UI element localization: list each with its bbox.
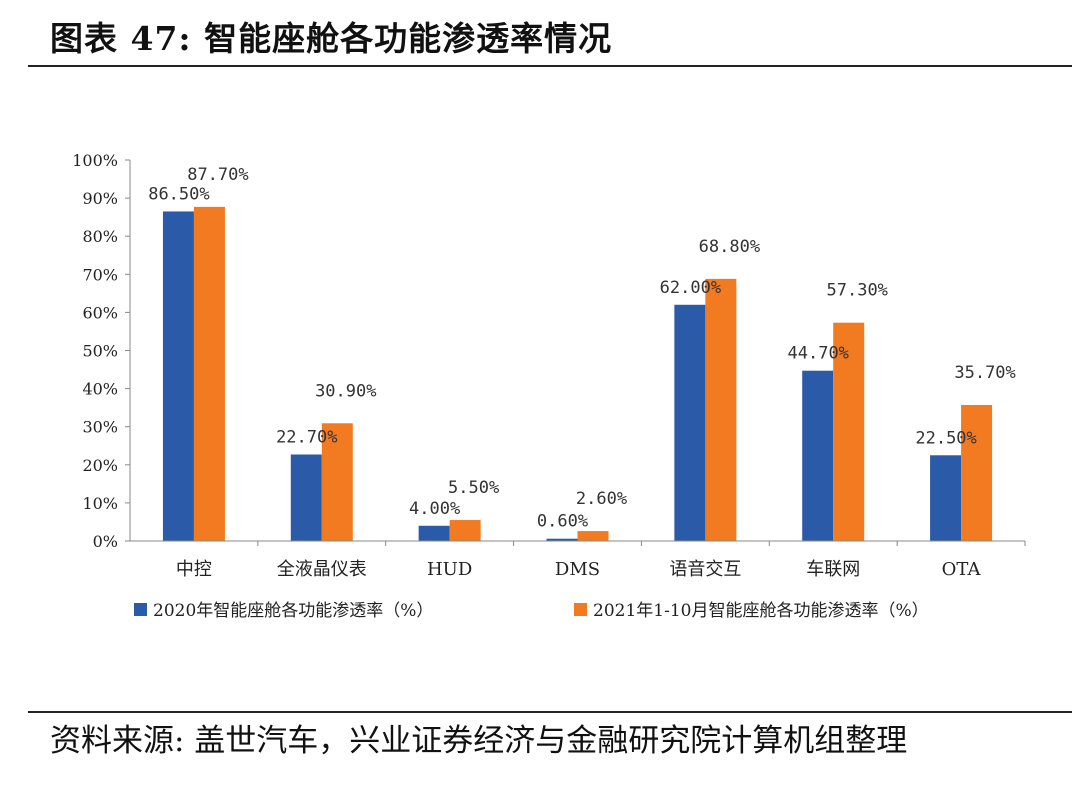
data-label: 0.60% xyxy=(537,512,588,532)
legend-label-2021: 2021年1-10月智能座舱各功能渗透率（%） xyxy=(593,601,929,621)
bar-2021 xyxy=(321,423,353,541)
x-axis: 中控 全液晶仪表 HUD DMS 语音交互 车联网 OTA xyxy=(176,541,1026,580)
data-label: 4.00% xyxy=(409,499,460,519)
data-label: 35.70% xyxy=(954,363,1015,383)
data-label: 44.70% xyxy=(788,344,849,364)
data-label: 22.70% xyxy=(276,428,337,448)
y-tick-label: 50% xyxy=(82,342,118,361)
bar-2021 xyxy=(705,278,737,541)
top-divider xyxy=(28,65,1072,67)
data-label: 2.60% xyxy=(576,489,627,509)
bars xyxy=(162,206,993,541)
bottom-divider xyxy=(28,711,1072,713)
bar-2020 xyxy=(930,455,962,541)
legend-label-2020: 2020年智能座舱各功能渗透率（%） xyxy=(153,601,433,621)
data-label: 68.80% xyxy=(699,237,760,257)
y-tick-label: 60% xyxy=(82,303,118,322)
bar-2021 xyxy=(961,404,993,541)
x-tick-label: HUD xyxy=(427,559,472,580)
data-label: 62.00% xyxy=(660,278,721,298)
legend-swatch-2021 xyxy=(574,603,587,616)
y-tick-label: 0% xyxy=(93,532,118,551)
x-tick-label: 语音交互 xyxy=(669,559,741,580)
bar-2020 xyxy=(802,370,834,541)
chart-title: 图表 47: 智能座舱各功能渗透率情况 xyxy=(50,19,613,58)
bar-2021 xyxy=(833,322,865,541)
data-label: 86.50% xyxy=(148,184,209,204)
data-label: 22.50% xyxy=(915,428,976,448)
source-note: 资料来源: 盖世汽车，兴业证券经济与金融研究院计算机组整理 xyxy=(50,723,908,759)
y-tick-label: 70% xyxy=(82,265,118,284)
y-tick-label: 30% xyxy=(82,418,118,437)
bar-2020 xyxy=(418,525,450,541)
bar-2021 xyxy=(193,206,225,541)
x-tick-label: 全液晶仪表 xyxy=(277,559,367,580)
bar-2020 xyxy=(290,454,322,541)
bar-chart: 0% 10% 20% 30% 40% 50% 60% 70% 80% 90% 100% 86.50%… xyxy=(72,151,1026,621)
bar-2020 xyxy=(546,538,578,541)
x-tick-label: OTA xyxy=(942,559,982,580)
legend-swatch-2020 xyxy=(134,603,147,616)
y-tick-label: 40% xyxy=(82,380,118,399)
bar-2020 xyxy=(162,211,194,541)
x-tick-label: 中控 xyxy=(176,559,212,580)
legend: 2020年智能座舱各功能渗透率（%） 2021年1-10月智能座舱各功能渗透率（… xyxy=(134,601,929,621)
y-tick-label: 80% xyxy=(82,227,118,246)
bar-2020 xyxy=(674,304,706,541)
data-labels: 86.50%87.70% 22.70% 30.90% 4.00%5.50% 0.60% 2… xyxy=(148,165,1016,532)
y-tick-label: 20% xyxy=(82,456,118,475)
data-label: 30.90% xyxy=(315,381,376,401)
y-tick-label: 90% xyxy=(82,189,118,208)
data-label: 87.70% xyxy=(187,165,248,185)
bar-2021 xyxy=(577,531,609,541)
bar-2021 xyxy=(449,520,481,541)
data-label: 5.50% xyxy=(448,478,499,498)
y-axis: 0% 10% 20% 30% 40% 50% 60% 70% 80% 90% 100% xyxy=(72,151,130,551)
y-tick-label: 100% xyxy=(72,151,118,170)
y-tick-label: 10% xyxy=(82,494,118,513)
x-tick-label: 车联网 xyxy=(806,559,860,580)
x-tick-label: DMS xyxy=(555,559,600,580)
data-label: 57.30% xyxy=(827,281,888,301)
